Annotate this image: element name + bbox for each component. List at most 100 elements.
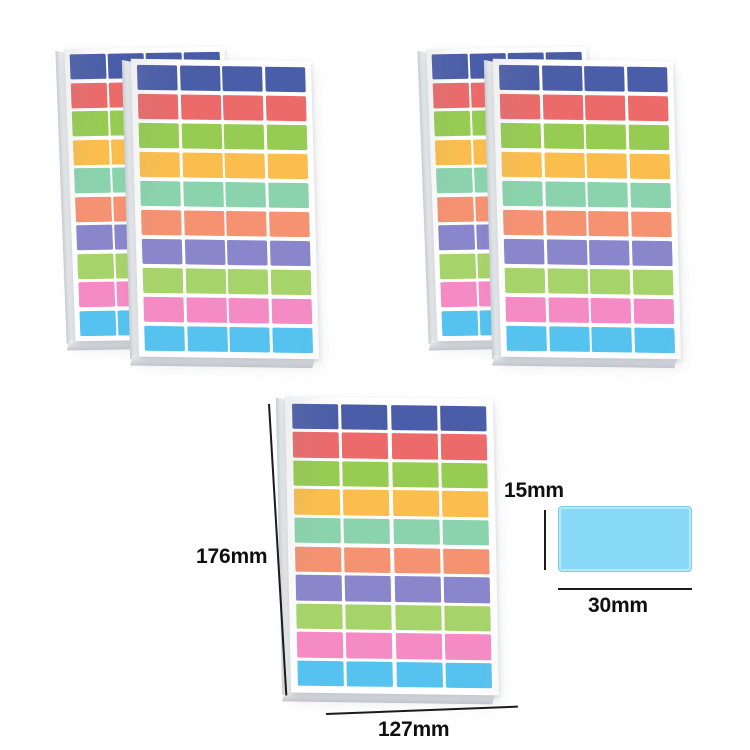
sticker-label[interactable] xyxy=(344,575,392,602)
sticker-label[interactable] xyxy=(432,53,469,80)
sticker-label[interactable] xyxy=(392,519,440,546)
sticker-sheet-front-top-right[interactable] xyxy=(492,58,682,360)
sticker-label[interactable] xyxy=(395,633,443,660)
sticker-label[interactable] xyxy=(269,240,311,267)
sticker-label[interactable] xyxy=(267,153,309,180)
sticker-label[interactable] xyxy=(543,123,584,150)
sticker-label[interactable] xyxy=(585,94,626,122)
sticker-label[interactable] xyxy=(225,181,267,208)
sticker-label[interactable] xyxy=(72,110,109,137)
sticker-label[interactable] xyxy=(436,167,473,194)
sticker-sheet-front-top-left[interactable] xyxy=(130,58,320,360)
sticker-label[interactable] xyxy=(394,576,441,603)
sticker-label[interactable] xyxy=(548,297,589,324)
sticker-label[interactable] xyxy=(503,238,545,265)
sticker-label[interactable] xyxy=(74,167,111,194)
sticker-label[interactable] xyxy=(442,519,489,546)
sticker-label[interactable] xyxy=(73,139,110,166)
sticker-label[interactable] xyxy=(443,576,491,603)
sticker-label[interactable] xyxy=(445,662,492,689)
sticker-label[interactable] xyxy=(182,181,224,208)
sticker-label[interactable] xyxy=(499,64,540,91)
sticker-label[interactable] xyxy=(78,281,116,308)
sticker-label[interactable] xyxy=(180,94,222,121)
sticker-label[interactable] xyxy=(394,604,442,631)
sticker-label[interactable] xyxy=(628,124,670,151)
sticker-label[interactable] xyxy=(439,405,487,432)
sticker-label[interactable] xyxy=(633,298,675,325)
sticker-label[interactable] xyxy=(224,152,266,179)
sticker-label[interactable] xyxy=(346,632,393,659)
sticker-label[interactable] xyxy=(589,239,630,266)
sticker-label[interactable] xyxy=(344,546,392,573)
sticker-label[interactable] xyxy=(227,239,268,266)
sticker-label[interactable] xyxy=(438,224,476,251)
sticker-label[interactable] xyxy=(505,296,547,323)
sticker-label[interactable] xyxy=(395,661,443,688)
sticker-label[interactable] xyxy=(140,180,181,207)
sticker-label[interactable] xyxy=(77,253,115,280)
sticker-label[interactable] xyxy=(588,210,630,237)
sticker-label[interactable] xyxy=(346,661,394,688)
sticker-label[interactable] xyxy=(444,605,491,632)
sticker-label[interactable] xyxy=(294,517,342,544)
sticker-label[interactable] xyxy=(590,297,632,324)
single-label-swatch[interactable] xyxy=(558,506,692,572)
sticker-label[interactable] xyxy=(75,196,112,223)
sticker-label[interactable] xyxy=(182,152,223,179)
sticker-label[interactable] xyxy=(341,404,389,430)
sticker-label[interactable] xyxy=(185,268,227,295)
sticker-label[interactable] xyxy=(184,239,226,266)
sticker-label[interactable] xyxy=(265,95,307,122)
sticker-label[interactable] xyxy=(437,196,474,223)
sticker-label[interactable] xyxy=(137,64,178,91)
sticker-label[interactable] xyxy=(343,518,391,545)
sticker-label[interactable] xyxy=(630,182,671,209)
sticker-label[interactable] xyxy=(295,574,343,601)
sticker-label[interactable] xyxy=(181,123,222,150)
sticker-label[interactable] xyxy=(179,65,221,92)
sticker-label[interactable] xyxy=(142,267,184,294)
sticker-label[interactable] xyxy=(143,296,185,323)
sticker-label[interactable] xyxy=(591,326,633,353)
sticker-label[interactable] xyxy=(548,325,590,353)
sticker-label[interactable] xyxy=(296,603,343,630)
sticker-label[interactable] xyxy=(183,210,225,237)
sticker-label[interactable] xyxy=(435,139,472,166)
sticker-label[interactable] xyxy=(292,403,339,430)
sticker-label[interactable] xyxy=(440,433,488,460)
sticker-label[interactable] xyxy=(439,253,477,280)
sticker-label[interactable] xyxy=(345,604,393,631)
sticker-label[interactable] xyxy=(632,269,674,296)
sticker-label[interactable] xyxy=(441,310,479,337)
sticker-label[interactable] xyxy=(269,211,310,238)
sticker-label[interactable] xyxy=(293,489,341,516)
sticker-label[interactable] xyxy=(137,93,179,120)
sticker-label[interactable] xyxy=(499,93,541,120)
sticker-label[interactable] xyxy=(392,490,440,517)
sticker-label[interactable] xyxy=(433,82,470,109)
sticker-label[interactable] xyxy=(71,82,108,109)
sticker-label[interactable] xyxy=(292,431,340,458)
sticker-label[interactable] xyxy=(76,224,114,251)
sticker-label[interactable] xyxy=(223,94,264,122)
sticker-label[interactable] xyxy=(441,491,489,518)
sticker-label[interactable] xyxy=(442,548,490,575)
sticker-label[interactable] xyxy=(541,65,583,92)
sticker-label[interactable] xyxy=(546,239,588,266)
sticker-label[interactable] xyxy=(264,66,306,93)
sticker-label[interactable] xyxy=(226,210,268,237)
sticker-label[interactable] xyxy=(296,632,344,659)
sticker-label[interactable] xyxy=(434,110,471,137)
sticker-label[interactable] xyxy=(70,53,107,80)
sticker-label[interactable] xyxy=(634,327,675,354)
sticker-label[interactable] xyxy=(627,95,669,122)
sticker-label[interactable] xyxy=(584,65,626,93)
sticker-label[interactable] xyxy=(79,310,117,337)
sticker-label[interactable] xyxy=(542,94,584,121)
sticker-label[interactable] xyxy=(141,238,183,265)
sticker-label[interactable] xyxy=(293,460,340,487)
sticker-label[interactable] xyxy=(186,297,227,324)
sticker-label[interactable] xyxy=(390,404,438,431)
sticker-label[interactable] xyxy=(440,281,478,308)
